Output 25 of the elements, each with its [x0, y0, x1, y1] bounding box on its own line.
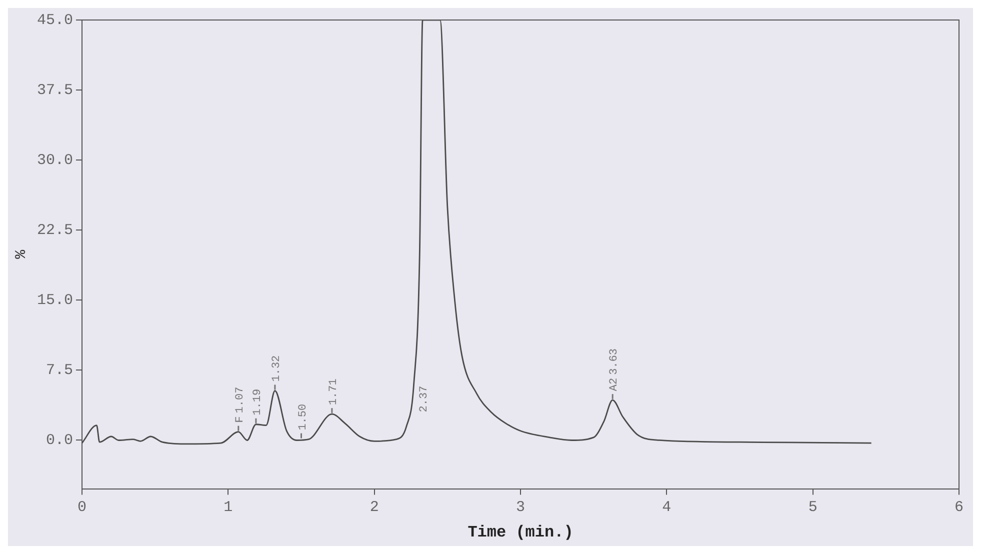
x-tick-label: 0: [78, 498, 87, 516]
x-tick-label: 5: [808, 498, 818, 516]
x-tick-label: 1: [224, 498, 233, 516]
annotation: 1.71: [328, 378, 340, 406]
y-tick-label: 7.5: [46, 362, 74, 380]
y-tick-label: 30.0: [36, 152, 74, 170]
annotation: 1.32: [270, 355, 283, 382]
annotation: 1.50: [297, 404, 310, 430]
annotation: 2.37: [418, 386, 431, 412]
y-tick-label: 45.0: [36, 12, 74, 29]
x-tick-label: 6: [954, 498, 964, 516]
x-tick-label: 3: [516, 498, 526, 516]
y-tick-label: 37.5: [36, 82, 74, 100]
y-axis-title: %: [12, 248, 30, 259]
annotation: A2: [608, 378, 621, 392]
x-tick-label: 4: [662, 498, 672, 516]
y-tick-label: 15.0: [36, 292, 74, 310]
annotation: 1.19: [252, 388, 264, 416]
y-tick-label: 0.0: [46, 432, 74, 450]
annotation: 3.63: [608, 348, 621, 375]
x-tick-label: 2: [370, 498, 379, 516]
annotation: 1.07: [234, 386, 246, 414]
annotation: F: [234, 416, 246, 423]
y-tick-label: 22.5: [36, 222, 74, 240]
x-axis-title: Time (min.): [468, 523, 574, 542]
